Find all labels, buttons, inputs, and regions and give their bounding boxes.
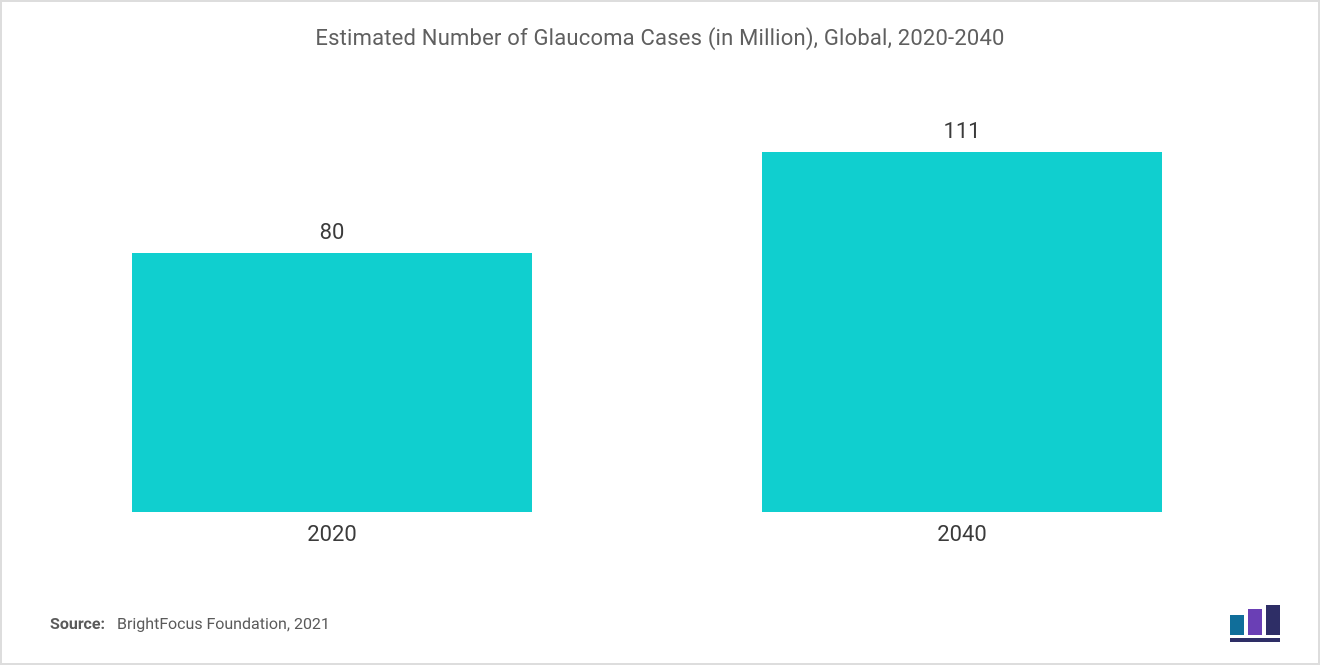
logo-icon xyxy=(1228,605,1288,643)
bar-group: 802020 xyxy=(132,220,532,512)
brand-logo xyxy=(1228,605,1288,643)
bar-value-label: 80 xyxy=(320,220,345,245)
chart-container: Estimated Number of Glaucoma Cases (in M… xyxy=(0,0,1320,665)
source-footer: Source: BrightFocus Foundation, 2021 xyxy=(50,614,330,633)
bar-value-label: 111 xyxy=(943,119,980,144)
bar-category-label: 2040 xyxy=(762,512,1162,547)
plot-area: 802020 1112040 xyxy=(122,112,1192,512)
bar xyxy=(132,253,532,512)
bar-category-label: 2020 xyxy=(132,512,532,547)
bar xyxy=(762,152,1162,512)
source-text: BrightFocus Foundation, 2021 xyxy=(117,614,330,633)
bar-group: 1112040 xyxy=(762,119,1162,512)
chart-title: Estimated Number of Glaucoma Cases (in M… xyxy=(2,2,1318,61)
source-label: Source: xyxy=(50,614,105,633)
